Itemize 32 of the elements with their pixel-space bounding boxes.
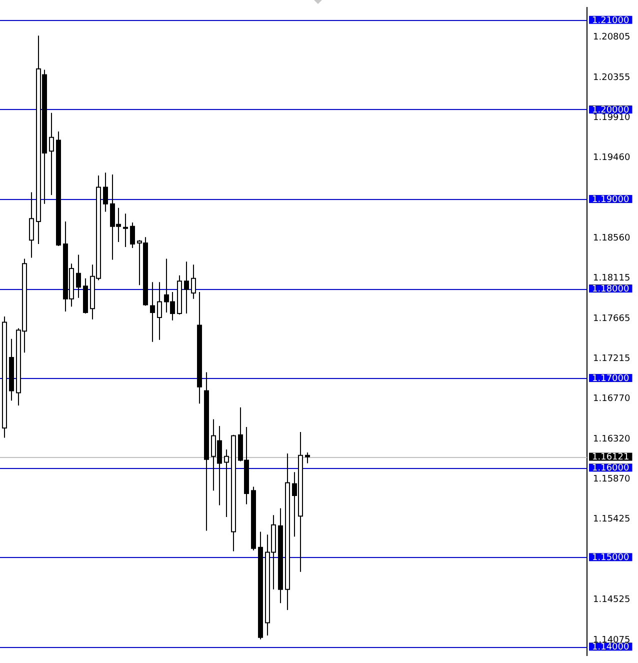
candlestick bbox=[150, 282, 155, 342]
y-tick-label: 1.14525 bbox=[593, 594, 630, 605]
ref-line-label: 1.16000 bbox=[592, 463, 630, 474]
candlestick bbox=[157, 282, 162, 340]
ref-line-label: 1.21000 bbox=[592, 16, 630, 26]
candlestick bbox=[305, 452, 310, 464]
y-tick-label: 1.20805 bbox=[593, 32, 630, 43]
y-tick-label: 1.15425 bbox=[593, 514, 630, 524]
ref-line-label: 1.18000 bbox=[592, 284, 630, 294]
candlestick bbox=[123, 213, 128, 248]
candlestick bbox=[29, 192, 34, 258]
y-tick-label: 1.16320 bbox=[593, 434, 630, 444]
y-tick-label: 1.18115 bbox=[593, 274, 630, 284]
ref-line-label: 1.17000 bbox=[592, 374, 630, 384]
y-tick-label: 1.20355 bbox=[593, 73, 630, 84]
candlestick bbox=[76, 254, 81, 298]
candlestick bbox=[184, 261, 189, 314]
ref-line-label: 1.19000 bbox=[592, 194, 630, 205]
y-tick-label: 1.16770 bbox=[593, 394, 630, 404]
y-tick-label: 1.17665 bbox=[593, 314, 630, 324]
candlestick bbox=[130, 222, 135, 248]
ref-line-label: 1.16121 bbox=[592, 452, 630, 463]
y-tick-label: 1.19460 bbox=[593, 153, 630, 164]
candlestick bbox=[49, 112, 54, 196]
y-tick-label: 1.18560 bbox=[593, 234, 630, 244]
y-tick-label: 1.19910 bbox=[593, 112, 630, 123]
candlestick bbox=[191, 264, 196, 300]
candlestick bbox=[103, 172, 108, 212]
y-tick-label: 1.15870 bbox=[593, 474, 630, 485]
candlestick bbox=[224, 449, 229, 518]
ref-line-label: 1.15000 bbox=[592, 552, 630, 563]
y-tick-label: 1.17215 bbox=[593, 354, 630, 364]
